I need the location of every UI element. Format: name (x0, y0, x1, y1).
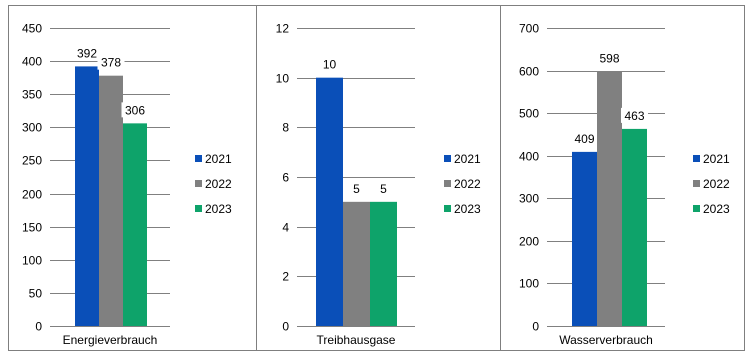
legend-swatch-2022 (444, 180, 451, 187)
data-label-bg (319, 56, 340, 72)
bar-2021 (75, 66, 99, 327)
chart-panel-2: 0 2 4 6 8 10 12 10 5 5 Treibhausgase 2021 2022 2023 (276, 22, 481, 348)
legend-swatch-2023 (444, 205, 451, 212)
figure-border (8, 5, 745, 351)
y-tick-label: 0 (282, 320, 289, 334)
legend-label-2023: 2023 (454, 202, 481, 216)
data-label: 392 (77, 46, 97, 60)
data-label: 5 (380, 182, 387, 196)
data-label-bg (596, 50, 623, 66)
y-tick-label: 0 (35, 320, 42, 334)
y-tick-label: 50 (29, 287, 43, 301)
y-tick-label: 250 (22, 154, 42, 168)
bar-2022 (99, 75, 123, 327)
y-tick-label: 450 (22, 22, 42, 36)
bar-2021 (316, 77, 343, 327)
legend-label-2021: 2021 (454, 152, 481, 166)
legend-swatch-2022 (195, 180, 202, 187)
bar-2023 (622, 128, 647, 326)
legend-label-2021: 2021 (205, 152, 232, 166)
y-tick-label: 0 (532, 320, 539, 334)
y-tick-label: 400 (519, 150, 539, 164)
bar-2023 (123, 123, 147, 326)
bar-2022 (597, 71, 622, 327)
data-label: 378 (101, 56, 121, 70)
legend-label-2023: 2023 (205, 202, 232, 216)
y-tick-label: 100 (519, 277, 539, 291)
y-tick-label: 2 (282, 270, 289, 284)
data-label: 10 (323, 58, 337, 72)
y-tick-label: 8 (282, 121, 289, 135)
x-category-label: Energieverbrauch (63, 333, 158, 347)
y-tick-label: 100 (22, 254, 42, 268)
data-label-bg (377, 180, 390, 196)
legend-label-2022: 2022 (454, 177, 481, 191)
x-category-label: Wasserverbrauch (559, 333, 653, 347)
y-tick-label: 700 (519, 22, 539, 36)
data-label-bg (121, 102, 149, 118)
legend-label-2023: 2023 (703, 202, 730, 216)
bar-2023 (370, 201, 397, 326)
data-label: 409 (574, 132, 594, 146)
data-label: 598 (599, 51, 619, 65)
y-tick-label: 600 (519, 65, 539, 79)
y-tick-label: 200 (519, 235, 539, 249)
y-tick-label: 300 (519, 192, 539, 206)
data-label-bg (571, 130, 598, 146)
y-tick-label: 4 (282, 221, 289, 235)
legend-label-2021: 2021 (703, 152, 730, 166)
data-label-bg (73, 45, 101, 61)
data-label-bg (621, 107, 648, 123)
y-tick-label: 400 (22, 55, 42, 69)
y-tick-label: 200 (22, 188, 42, 202)
y-tick-label: 300 (22, 121, 42, 135)
data-label-bg (97, 54, 125, 70)
data-label: 306 (125, 103, 145, 117)
legend-swatch-2023 (195, 205, 202, 212)
chart-panel-3: 0 100 200 300 400 500 600 700 409 598 463 Wasserver… (519, 22, 730, 348)
chart-panel-1: 0 50 100 150 200 250 300 350 400 450 392 378 306 Ener… (22, 22, 232, 348)
y-tick-label: 500 (519, 107, 539, 121)
y-tick-label: 150 (22, 221, 42, 235)
y-tick-label: 12 (276, 22, 290, 36)
legend-swatch-2023 (693, 205, 700, 212)
legend-swatch-2021 (693, 155, 700, 162)
y-tick-label: 10 (276, 72, 290, 86)
legend-swatch-2021 (195, 155, 202, 162)
legend-swatch-2022 (693, 180, 700, 187)
legend-label-2022: 2022 (703, 177, 730, 191)
data-label-bg (350, 180, 363, 196)
x-category-label: Treibhausgase (317, 333, 396, 347)
y-tick-label: 6 (282, 171, 289, 185)
y-tick-label: 350 (22, 88, 42, 102)
bar-2022 (343, 201, 370, 326)
legend-swatch-2021 (444, 155, 451, 162)
bar-2021 (572, 151, 597, 326)
legend-label-2022: 2022 (205, 177, 232, 191)
data-label: 5 (353, 182, 360, 196)
data-label: 463 (624, 109, 644, 123)
